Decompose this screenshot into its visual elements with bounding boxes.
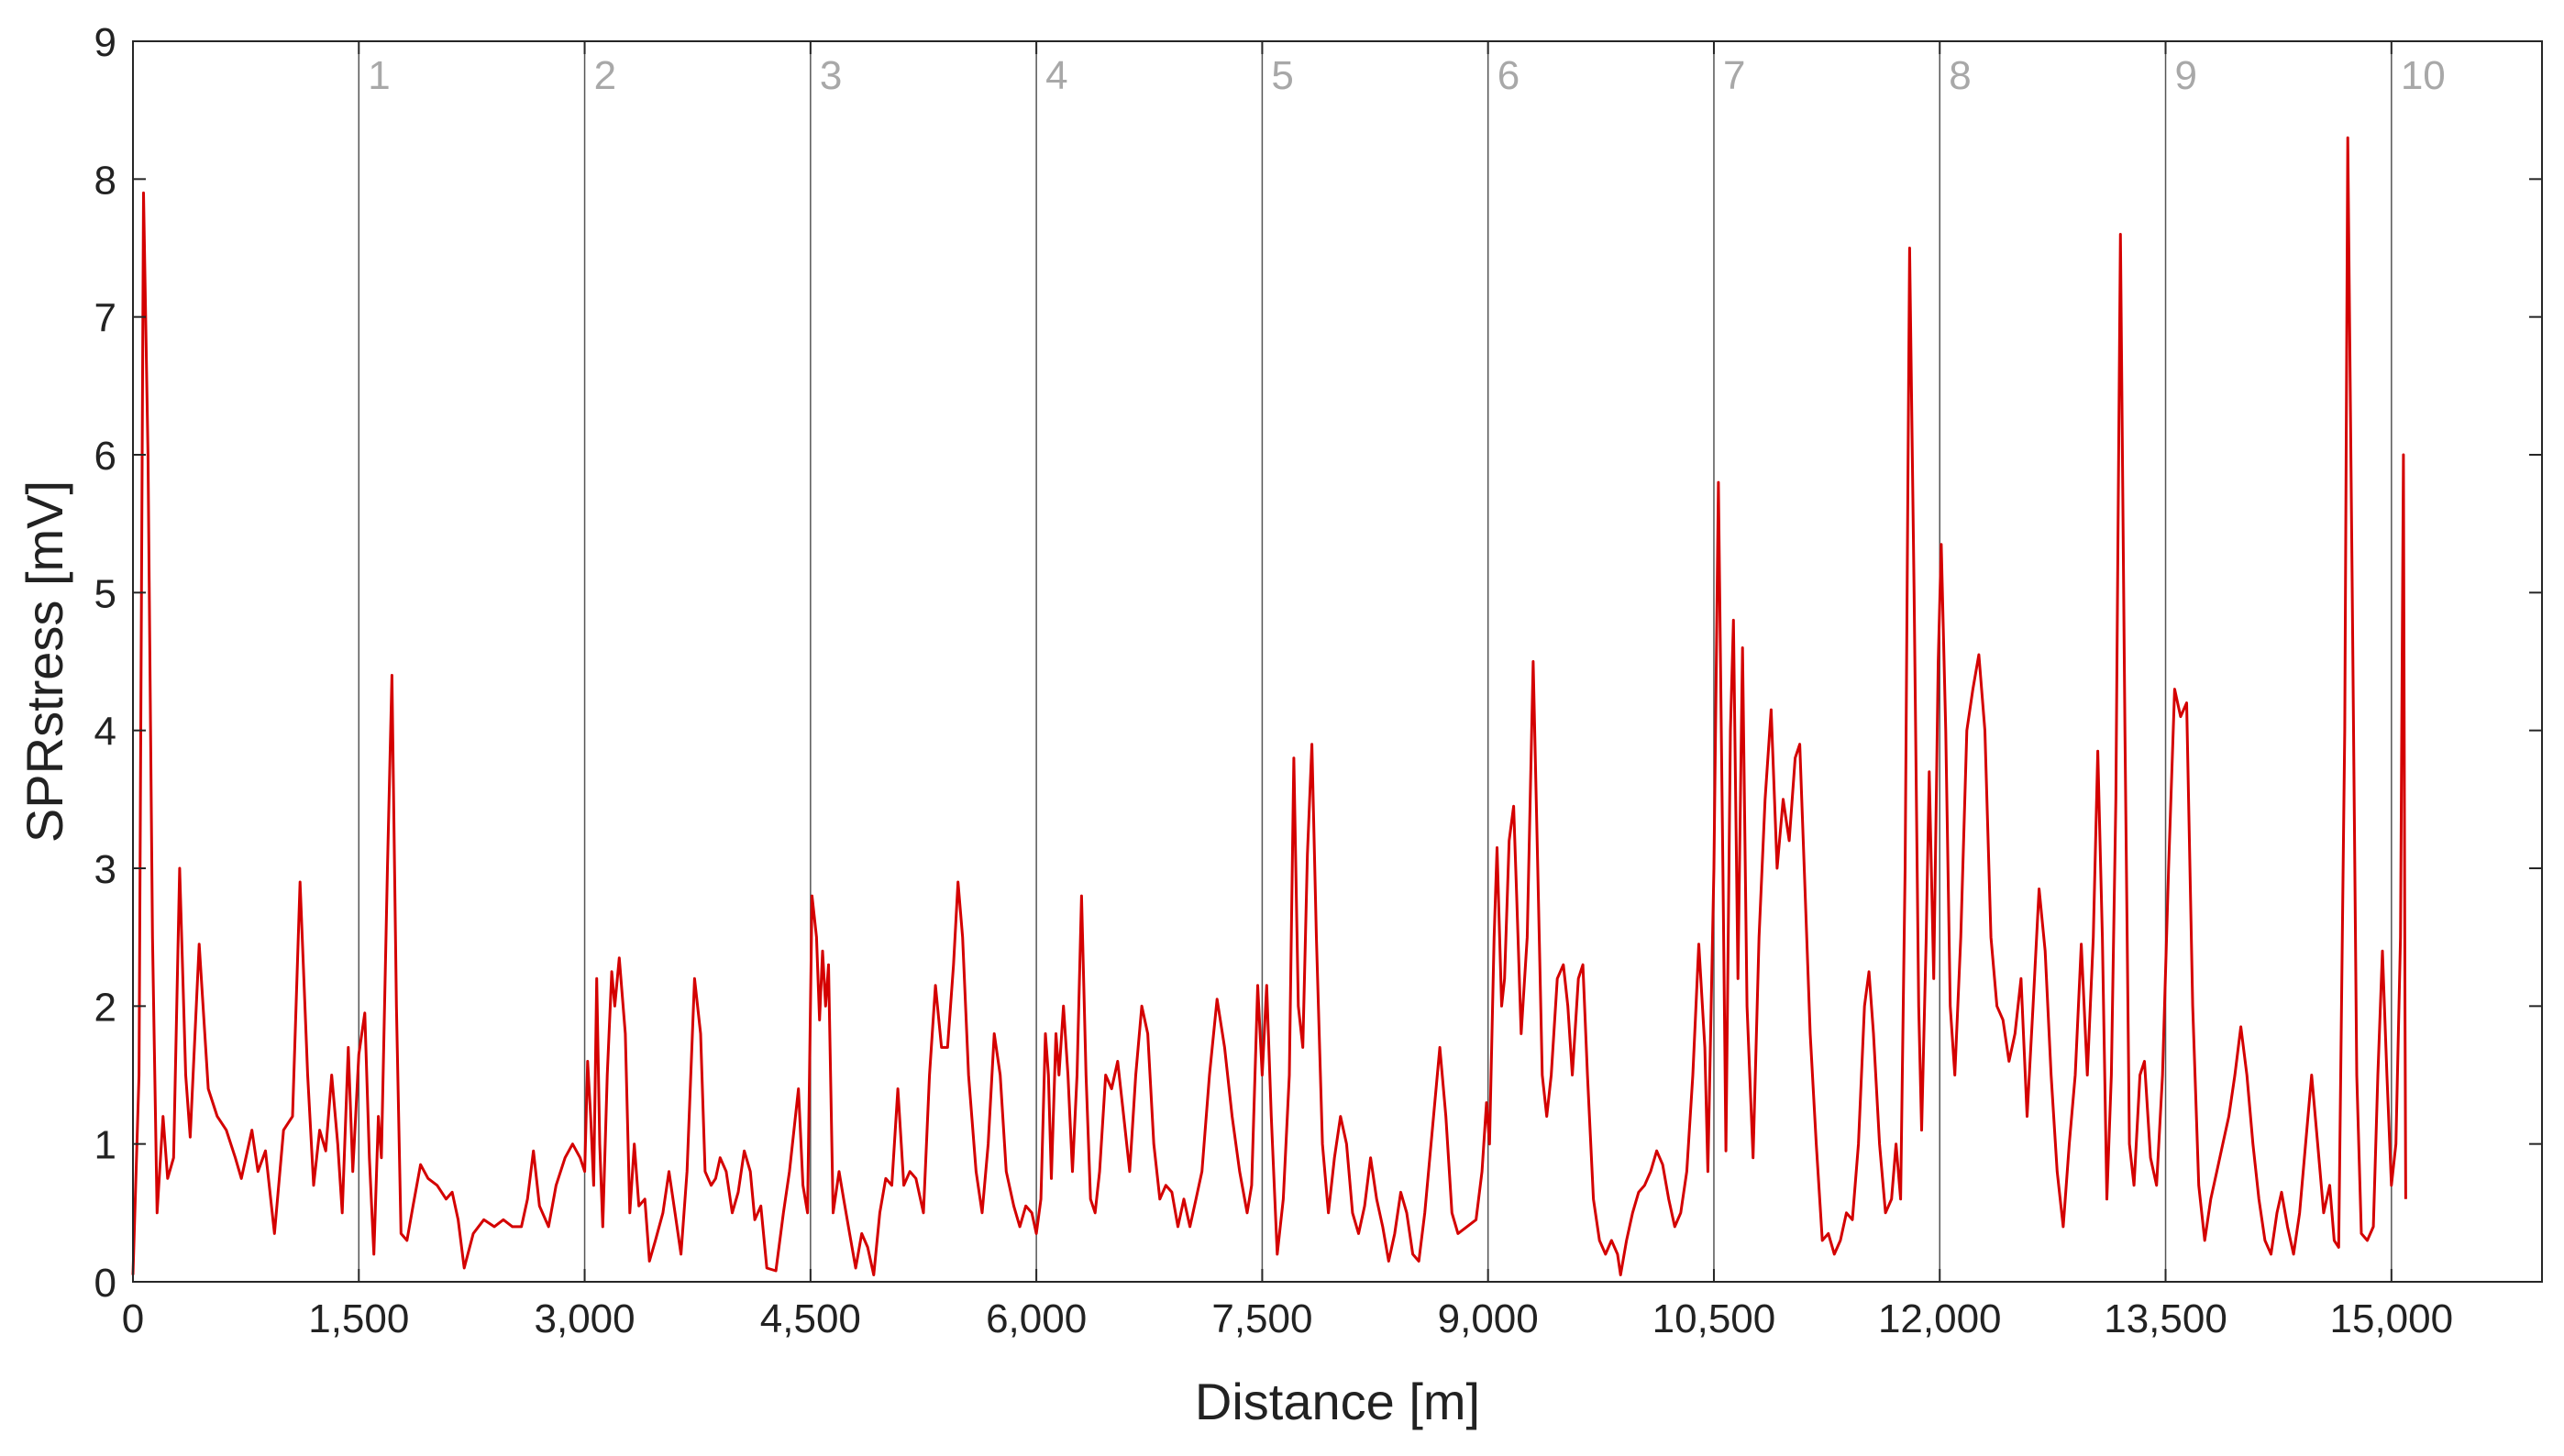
y-tick-label: 3 <box>94 847 116 892</box>
segment-label: 7 <box>1723 53 1745 98</box>
y-tick-label: 0 <box>94 1261 116 1306</box>
segment-boundaries <box>358 41 2393 1282</box>
segment-label: 6 <box>1498 53 1520 98</box>
x-tick-label: 13,500 <box>2104 1296 2227 1341</box>
segment-label: 3 <box>820 53 842 98</box>
segment-label: 4 <box>1045 53 1067 98</box>
x-tick-label: 0 <box>122 1296 144 1341</box>
y-axis-title: SPRstress [mV] <box>16 480 73 843</box>
segment-label: 2 <box>594 53 616 98</box>
series-line <box>131 136 2407 1276</box>
segment-label: 5 <box>1271 53 1293 98</box>
y-tick-label: 9 <box>94 20 116 65</box>
segment-label: 9 <box>2175 53 2197 98</box>
plot-area-frame <box>132 40 2543 1283</box>
x-tick-label: 6,000 <box>986 1296 1087 1341</box>
y-tick-label: 4 <box>94 710 116 755</box>
y-tick-label: 6 <box>94 434 116 479</box>
y-axis: 0 1 2 3 4 5 6 7 8 9 <box>94 20 2542 1306</box>
segment-label: 10 <box>2401 53 2446 98</box>
x-tick-label: 12,000 <box>1878 1296 2002 1341</box>
segment-label: 1 <box>368 53 390 98</box>
x-tick-label: 9,000 <box>1438 1296 1539 1341</box>
y-tick-label: 8 <box>94 158 116 203</box>
y-tick-label: 2 <box>94 985 116 1030</box>
y-tick-label: 1 <box>94 1123 116 1168</box>
x-tick-label: 4,500 <box>760 1296 861 1341</box>
segment-labels: 1 2 3 4 5 6 7 8 9 10 <box>368 53 2445 98</box>
x-tick-label: 7,500 <box>1211 1296 1312 1341</box>
x-tick-label: 10,500 <box>1652 1296 1776 1341</box>
x-tick-label: 1,500 <box>308 1296 409 1341</box>
x-tick-label: 15,000 <box>2330 1296 2454 1341</box>
y-tick-label: 5 <box>94 571 116 616</box>
x-axis-title: Distance [m] <box>1195 1373 1480 1430</box>
x-tick-label: 3,000 <box>535 1296 635 1341</box>
y-tick-label: 7 <box>94 296 116 341</box>
segment-label: 8 <box>1949 53 1971 98</box>
x-axis: 0 1,500 3,000 4,500 6,000 7,500 9,000 10,500 12,… <box>122 41 2453 1341</box>
